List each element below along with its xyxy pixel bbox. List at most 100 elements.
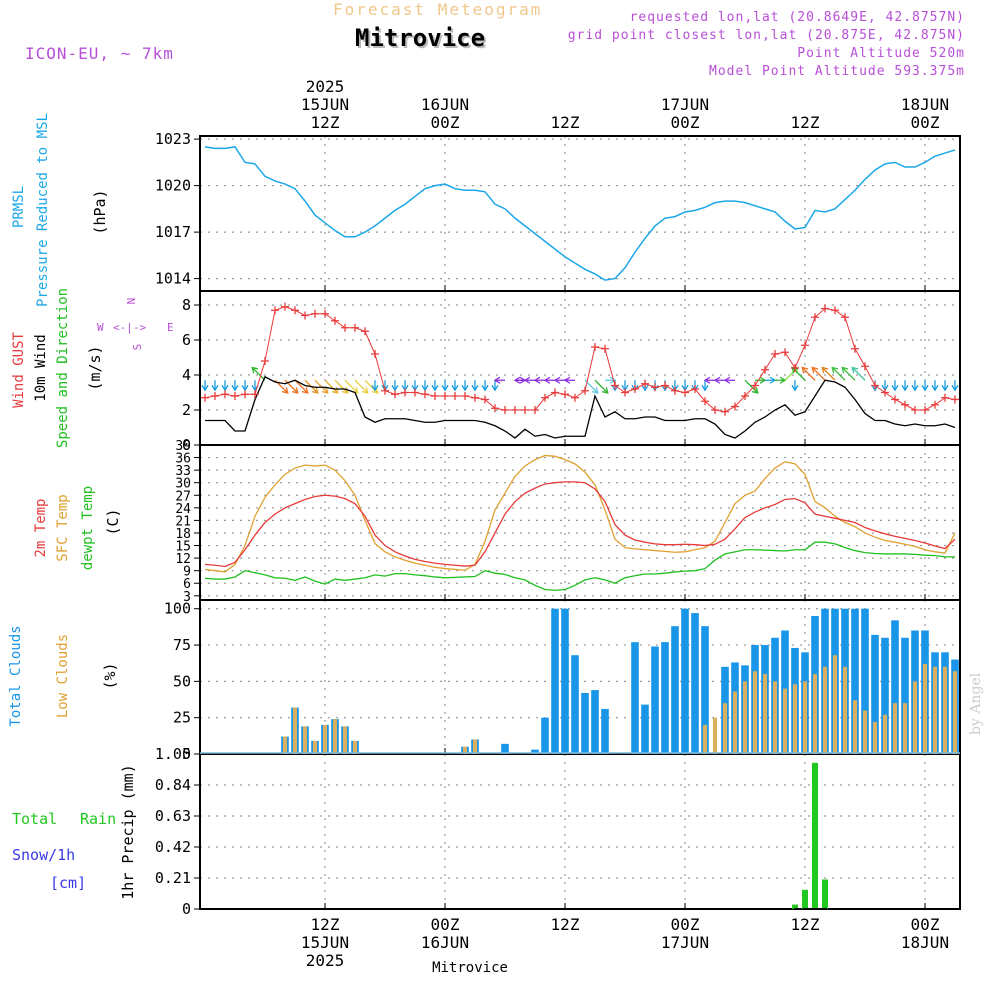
- y-tick-label: 0: [182, 436, 191, 454]
- y-tick-label: 1.05: [155, 745, 191, 763]
- wind-arrowhead: [941, 384, 949, 392]
- total-cloud-bar: [691, 613, 699, 754]
- bottom-time-label: 2025: [306, 951, 345, 970]
- gust-marker: [361, 327, 369, 336]
- top-time-label: 00Z: [431, 113, 460, 132]
- compass-n: N: [125, 298, 138, 305]
- bottom-time-label: 18JUN: [901, 933, 949, 952]
- wind-speed-line: [205, 375, 956, 439]
- gust-marker: [521, 406, 529, 414]
- wind-arrowhead: [931, 384, 939, 392]
- label-percent: (%): [101, 662, 119, 689]
- low-cloud-bar: [773, 681, 777, 754]
- label-pressure: Pressure Reduced to MSL: [35, 113, 51, 307]
- low-cloud-bar: [933, 666, 937, 754]
- gust-marker: [871, 381, 879, 390]
- temp-sfc-line: [204, 454, 956, 573]
- temp-2m-line: [204, 481, 956, 568]
- wind-arrow: [841, 367, 856, 381]
- gust-marker: [431, 392, 439, 400]
- wind-arrowhead: [441, 384, 449, 392]
- low-cloud-bar: [323, 724, 327, 754]
- total-cloud-bar: [541, 717, 549, 754]
- total-cloud-bar: [851, 608, 859, 754]
- wind-arrow: [801, 367, 816, 381]
- gust-marker: [881, 388, 889, 397]
- y-tick-label: 1014: [155, 270, 191, 288]
- total-cloud-bar: [891, 620, 899, 754]
- y-tick-label: 0.84: [155, 776, 191, 794]
- wind-arrowhead: [553, 376, 561, 384]
- label-c: (C): [104, 508, 122, 535]
- low-cloud-bar: [753, 671, 757, 754]
- wind-arrow: [811, 367, 826, 381]
- wind-arrowhead: [901, 384, 909, 392]
- y-tick-label: 30: [175, 477, 191, 492]
- total-cloud-bar: [551, 608, 559, 754]
- gust-marker: [301, 311, 309, 320]
- low-cloud-bar: [793, 684, 797, 754]
- gust-marker: [421, 390, 429, 399]
- gust-marker: [691, 385, 699, 393]
- low-cloud-bar: [913, 681, 917, 754]
- wind-arrowhead: [513, 376, 521, 384]
- wind-arrowhead: [301, 387, 309, 394]
- bottom-time-label: 12Z: [791, 915, 820, 934]
- total-cloud-bar: [871, 634, 879, 754]
- grid-coords: grid point closest lon,lat (20.875E, 42.…: [567, 28, 965, 43]
- low-cloud-bar: [943, 666, 947, 754]
- gust-marker: [761, 365, 769, 374]
- low-cloud-bar: [313, 740, 317, 754]
- y-tick-label: 36: [175, 452, 191, 467]
- low-cloud-bar: [703, 724, 707, 754]
- gust-marker: [351, 323, 359, 332]
- gust-marker: [341, 323, 349, 332]
- wind-arrowhead: [591, 387, 599, 394]
- total-cloud-bar: [581, 692, 589, 754]
- wind-arrowhead: [231, 384, 239, 392]
- gust-marker: [731, 402, 739, 411]
- label-wind-gust: Wind GUST: [11, 332, 27, 408]
- chart-subtitle: Forecast Meteogram: [333, 0, 543, 19]
- wind-arrowhead: [371, 384, 379, 392]
- gust-marker: [891, 395, 899, 404]
- low-cloud-bar: [283, 736, 287, 754]
- wind-arrow: [334, 379, 349, 394]
- wind-arrowhead: [801, 366, 809, 374]
- gust-marker: [611, 381, 619, 390]
- label-snow: Snow/1h: [12, 846, 75, 864]
- wind-arrowhead: [703, 376, 711, 384]
- label-dewpt-temp: dewpt Temp: [80, 486, 96, 570]
- gust-marker: [711, 406, 719, 414]
- wind-arrow: [831, 367, 846, 381]
- gust-marker: [631, 385, 639, 393]
- top-time-label: 00Z: [671, 113, 700, 132]
- total-cloud-bar: [501, 743, 509, 754]
- gust-marker: [661, 381, 669, 390]
- top-time-label: 15JUN: [301, 95, 349, 114]
- total-cloud-bar: [571, 655, 579, 754]
- wind-arrowhead: [723, 376, 731, 384]
- wind-arrowhead: [911, 384, 919, 392]
- model-altitude: Model Point Altitude 593.375m: [709, 64, 965, 79]
- y-tick-label: 27: [175, 489, 191, 504]
- low-cloud-bar: [303, 726, 307, 754]
- y-tick-label: 1017: [155, 223, 191, 241]
- wind-arrowhead: [481, 384, 489, 392]
- wind-arrowhead: [211, 384, 219, 392]
- wind-arrowhead: [493, 376, 501, 384]
- total-cloud-bar: [641, 704, 649, 754]
- y-tick-label: 0: [182, 745, 191, 763]
- wind-arrowhead: [491, 384, 499, 392]
- rain-bar: [812, 762, 818, 909]
- gust-marker: [771, 350, 779, 358]
- gust-marker: [241, 390, 249, 399]
- wind-arrowhead: [471, 384, 479, 392]
- panel-frame: [199, 753, 961, 910]
- wind-arrow: [251, 367, 266, 381]
- wind-arrowhead: [533, 376, 541, 384]
- gust-marker: [311, 309, 319, 318]
- gust-marker: [831, 306, 839, 315]
- total-cloud-bar: [671, 626, 679, 754]
- total-cloud-bar: [661, 642, 669, 754]
